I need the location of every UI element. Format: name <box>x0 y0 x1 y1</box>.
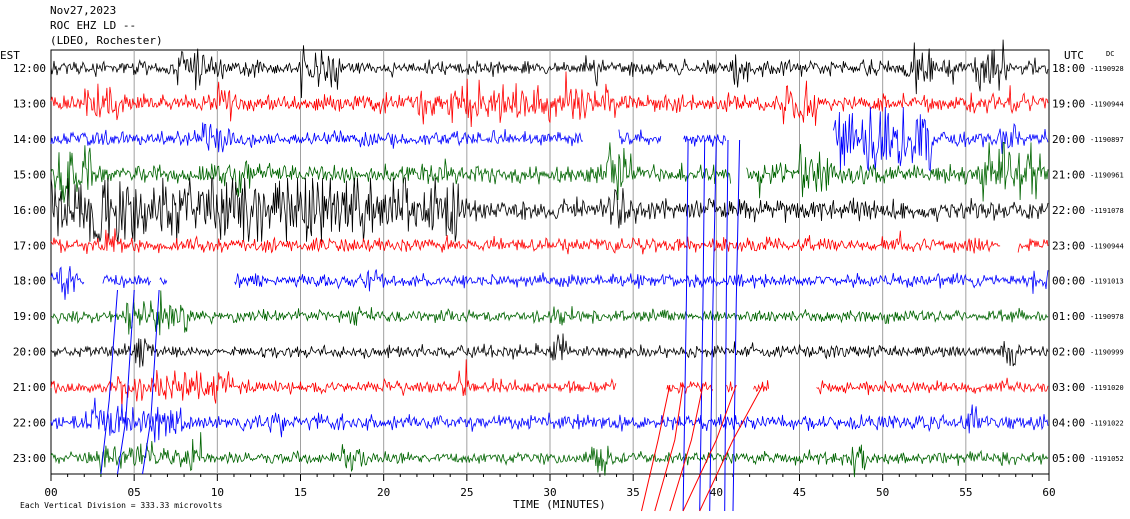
x-axis-title: TIME (MINUTES) <box>513 498 606 511</box>
trace-dc-value: -1191020 <box>1090 384 1124 392</box>
trace-dc-value: -1190944 <box>1090 100 1124 108</box>
clipping-streak <box>682 139 689 512</box>
trace-dc-value: -1190999 <box>1090 349 1124 357</box>
clipping-streak <box>641 384 671 512</box>
trace-label-left: 14:00 <box>13 133 46 146</box>
trace-label-left: 12:00 <box>13 62 46 75</box>
trace-line <box>50 39 1049 99</box>
trace-dc-value: -1190897 <box>1090 136 1124 144</box>
clipping-streak <box>100 289 118 475</box>
clipping-streak <box>699 384 764 512</box>
x-tick-label: 45 <box>793 486 806 499</box>
x-tick-label: 00 <box>44 486 57 499</box>
trace-dc-value: -1191052 <box>1090 455 1124 463</box>
x-tick-label: 55 <box>959 486 972 499</box>
trace-dc-value: -1191013 <box>1090 278 1124 286</box>
trace-label-right: 00:00 <box>1052 275 1085 288</box>
trace-label-left: 13:00 <box>13 97 46 110</box>
trace-dc-value: -1190961 <box>1090 171 1124 179</box>
trace-line <box>50 142 1049 207</box>
trace-label-left: 18:00 <box>13 275 46 288</box>
clipping-streak <box>117 289 135 475</box>
trace-label-right: 03:00 <box>1052 381 1085 394</box>
dc-label: DC <box>1106 50 1114 58</box>
x-tick-label: 15 <box>294 486 307 499</box>
trace-label-right: 23:00 <box>1052 239 1085 252</box>
trace-label-left: 16:00 <box>13 204 46 217</box>
trace-label-left: 17:00 <box>13 239 46 252</box>
right-timezone-label: UTC <box>1064 49 1084 62</box>
x-tick-label: 40 <box>710 486 723 499</box>
trace-line <box>50 397 1049 443</box>
x-tick-label: 35 <box>627 486 640 499</box>
trace-label-left: 22:00 <box>13 417 46 430</box>
trace-label-right: 01:00 <box>1052 310 1085 323</box>
trace-group <box>50 39 1049 512</box>
trace-label-right: 22:00 <box>1052 204 1085 217</box>
trace-label-left: 21:00 <box>13 381 46 394</box>
trace-label-left: 23:00 <box>13 452 46 465</box>
chart-date: Nov27,2023 <box>50 4 117 17</box>
trace-line <box>50 71 1049 128</box>
trace-dc-value: -1191022 <box>1090 420 1124 428</box>
trace-label-right: 05:00 <box>1052 452 1085 465</box>
x-tick-label: 30 <box>543 486 556 499</box>
trace-line <box>50 106 1049 173</box>
trace-label-left: 19:00 <box>13 310 46 323</box>
trace-dc-value: -1191078 <box>1090 207 1124 215</box>
trace-dc-value: -1190944 <box>1090 242 1124 250</box>
x-tick-label: 10 <box>211 486 224 499</box>
station-code: ROC EHZ LD -- <box>50 19 137 32</box>
clipping-streak <box>142 289 160 475</box>
label-group: 00 05 10 15 20 25 30 35 40 45 50 55 60 12:00 18:00 -119… <box>13 62 1124 499</box>
trace-dc-value: -1190978 <box>1090 313 1124 321</box>
trace-line <box>50 333 1049 368</box>
trace-label-right: 20:00 <box>1052 133 1085 146</box>
scale-note: Each Vertical Division = 333.33 microvol… <box>20 501 222 510</box>
clipping-streak <box>732 139 741 512</box>
x-tick-label: 20 <box>377 486 390 499</box>
trace-line <box>50 228 1049 255</box>
x-tick-label: 05 <box>128 486 141 499</box>
trace-label-left: 20:00 <box>13 346 46 359</box>
clipping-streak <box>709 139 717 512</box>
network-name: (LDEO, Rochester) <box>50 34 163 47</box>
clipping-streak <box>682 384 737 512</box>
trace-dc-value: -1190928 <box>1090 65 1124 73</box>
trace-label-right: 21:00 <box>1052 168 1085 181</box>
x-tick-label: 25 <box>460 486 473 499</box>
trace-label-right: 02:00 <box>1052 346 1085 359</box>
trace-line <box>50 266 1049 300</box>
trace-label-left: 15:00 <box>13 168 46 181</box>
x-tick-label: 50 <box>876 486 889 499</box>
trace-line <box>51 290 1049 336</box>
x-tick-label: 60 <box>1042 486 1055 499</box>
trace-line <box>50 177 1049 242</box>
trace-line <box>50 359 1049 408</box>
left-timezone-label: EST <box>0 49 20 62</box>
trace-line <box>50 432 1049 478</box>
trace-label-right: 04:00 <box>1052 417 1085 430</box>
clipping-streak <box>669 384 704 512</box>
clipping-streak <box>654 384 684 512</box>
clipping-streak <box>699 139 706 512</box>
trace-label-right: 18:00 <box>1052 62 1085 75</box>
clipping-streak <box>724 139 729 512</box>
trace-label-right: 19:00 <box>1052 97 1085 110</box>
